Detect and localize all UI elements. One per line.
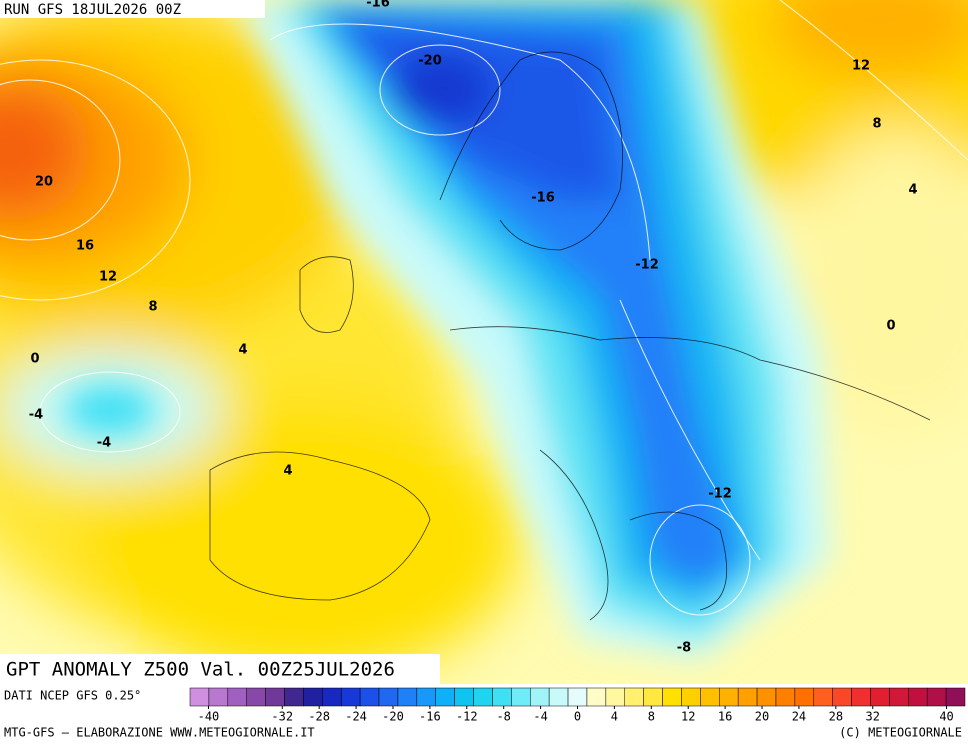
- contour-label: 12: [99, 270, 117, 285]
- colorbar-box: [303, 687, 323, 707]
- colorbar-tick-label: -12: [456, 710, 478, 724]
- source-label: DATI NCEP GFS 0.25°: [4, 689, 141, 703]
- colorbar-box: [926, 687, 947, 707]
- colorbar-box: [737, 687, 758, 707]
- colorbar-box: [624, 687, 644, 707]
- colorbar-box: [756, 687, 777, 707]
- contour-label: -12: [635, 258, 659, 273]
- colorbar-box: [548, 687, 569, 707]
- contour-label: 0: [886, 319, 895, 334]
- colorbar-box: [700, 687, 720, 707]
- colorbar-box: [511, 687, 531, 707]
- colorbar-tick-label: 40: [939, 710, 953, 724]
- colorbar-box: [359, 687, 380, 707]
- map-title: GPT ANOMALY Z500 Val. 00Z25JUL2026: [6, 659, 395, 681]
- colorbar-box: [208, 687, 229, 707]
- run-box: [0, 0, 265, 18]
- footer-right: (C) METEOGIORNALE: [839, 726, 962, 740]
- contour-label: -12: [708, 487, 732, 502]
- colorbar-box: [775, 687, 796, 707]
- contour-label: -20: [418, 54, 442, 69]
- colorbar-box: [681, 687, 701, 707]
- colorbar-tick-label: -16: [419, 710, 441, 724]
- colorbar-tick-label: -40: [198, 710, 220, 724]
- colorbar-tick-label: -28: [308, 710, 330, 724]
- colorbar-tick-label: 12: [681, 710, 695, 724]
- title-box: [0, 654, 440, 684]
- contour-label: 0: [30, 352, 39, 367]
- colorbar-box: [567, 687, 588, 707]
- contour-label: 4: [908, 183, 917, 198]
- colorbar-tick-label: 24: [792, 710, 806, 724]
- colorbar-tick-label: 32: [866, 710, 880, 724]
- colorbar-tick-label: 4: [611, 710, 618, 724]
- colorbar-box: [643, 687, 663, 707]
- run-label: RUN GFS 18JUL2026 00Z: [4, 2, 181, 18]
- colorbar-box: [416, 687, 436, 707]
- contour-label: 20: [35, 175, 53, 190]
- colorbar-box: [908, 687, 928, 707]
- colorbar-box: [322, 687, 342, 707]
- colorbar-tick-label: 0: [574, 710, 581, 724]
- colorbar-box: [246, 687, 266, 707]
- colorbar-tick-label: -24: [345, 710, 367, 724]
- contour-label: 8: [148, 300, 157, 315]
- colorbar-box: [492, 687, 512, 707]
- colorbar-tick-label: -4: [533, 710, 547, 724]
- colorbar-box: [529, 687, 550, 707]
- colorbar-tick-label: 8: [648, 710, 655, 724]
- contour-label: 12: [852, 59, 870, 74]
- colorbar-tick-label: 16: [718, 710, 732, 724]
- colorbar-box: [586, 687, 607, 707]
- footer-left: MTG-GFS — ELABORAZIONE WWW.METEOGIORNALE…: [4, 726, 315, 740]
- colorbar-box: [662, 687, 682, 707]
- colorbar-tick-label: -20: [382, 710, 404, 724]
- colorbar-box: [813, 687, 833, 707]
- colorbar-box: [378, 687, 399, 707]
- colorbar-box: [945, 687, 966, 707]
- contour-label: 8: [872, 117, 881, 132]
- colorbar-box: [832, 687, 852, 707]
- contour-label: 4: [283, 464, 292, 479]
- contour-label: -4: [97, 436, 111, 451]
- contour-label: -4: [29, 408, 43, 423]
- colorbar-box: [794, 687, 815, 707]
- colorbar-tick-label: 28: [829, 710, 843, 724]
- contour-label: 4: [238, 343, 247, 358]
- contour-label: 16: [76, 239, 94, 254]
- colorbar-box: [189, 687, 210, 707]
- contour-label: -8: [677, 641, 691, 656]
- colorbar-box: [265, 687, 285, 707]
- colorbar-box: [605, 687, 626, 707]
- colorbar-box: [397, 687, 418, 707]
- colorbar-box: [870, 687, 890, 707]
- colorbar-box: [454, 687, 474, 707]
- colorbar-tick-label: -8: [496, 710, 510, 724]
- colorbar-tick-label: 20: [755, 710, 769, 724]
- colorbar-box: [284, 687, 304, 707]
- colorbar-box: [719, 687, 739, 707]
- anomaly-field: [0, 0, 968, 684]
- colorbar-box: [473, 687, 493, 707]
- contour-label: -16: [366, 0, 390, 11]
- colorbar-tick-label: -32: [271, 710, 293, 724]
- colorbar-box: [435, 687, 455, 707]
- colorbar-box: [851, 687, 871, 707]
- colorbar-box: [889, 687, 909, 707]
- colorbar-box: [340, 687, 361, 707]
- colorbar-box: [227, 687, 247, 707]
- contour-label: -16: [531, 191, 555, 206]
